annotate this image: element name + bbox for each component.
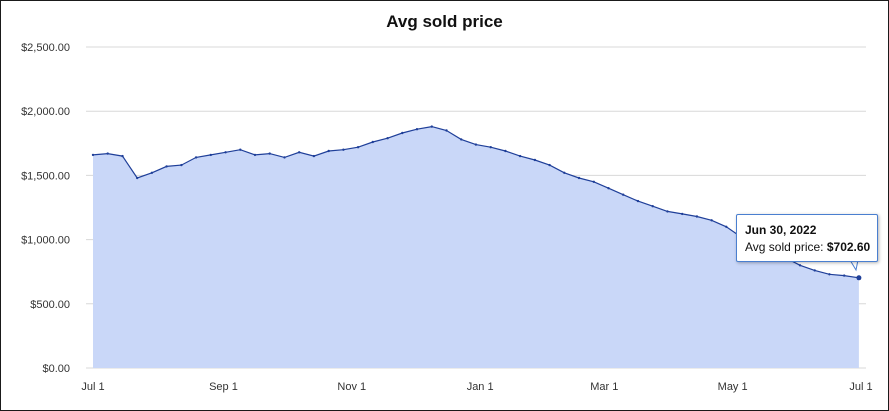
y-tick-label: $0.00 [42, 363, 70, 375]
y-tick-label: $2,500.00 [21, 42, 70, 54]
data-point [828, 273, 831, 276]
data-point [327, 149, 330, 153]
y-tick-label: $1,000.00 [21, 235, 70, 247]
data-point [371, 140, 374, 144]
data-point [415, 128, 419, 131]
data-point [239, 148, 242, 151]
chart-title: Avg sold price [386, 12, 503, 31]
data-point [636, 199, 640, 203]
data-point [150, 171, 154, 174]
data-point [548, 163, 551, 167]
data-point [489, 146, 492, 149]
data-point [710, 219, 713, 222]
data-point [356, 146, 360, 149]
data-point [401, 131, 404, 135]
x-tick-label: May 1 [718, 381, 748, 393]
data-point [283, 156, 286, 159]
data-point [725, 225, 728, 228]
data-point [224, 151, 227, 154]
data-point [253, 153, 257, 157]
data-point [106, 152, 109, 155]
data-point [651, 205, 654, 208]
y-tick-label: $500.00 [30, 299, 70, 311]
x-tick-label: Jul 1 [849, 381, 872, 393]
data-point [209, 153, 212, 157]
data-point [386, 137, 389, 140]
chart-tooltip: Jun 30, 2022 Avg sold price: $702.60 [736, 214, 878, 262]
data-point [681, 212, 684, 216]
tooltip-value-line: Avg sold price: $702.60 [745, 240, 870, 254]
data-point [460, 138, 463, 141]
data-point [180, 163, 183, 167]
tooltip-value: $702.60 [826, 240, 871, 254]
data-point [592, 180, 595, 183]
data-point [268, 152, 271, 155]
data-point [843, 274, 846, 277]
x-tick-label: Sep 1 [209, 381, 238, 393]
y-tick-label: $1,500.00 [21, 170, 70, 182]
x-tick-label: Jul 1 [81, 381, 104, 393]
data-point [622, 193, 625, 196]
tooltip-date: Jun 30, 2022 [745, 223, 817, 237]
data-point [121, 154, 124, 158]
data-point [607, 187, 610, 190]
series-area [93, 126, 859, 368]
data-point [695, 215, 699, 218]
data-point [813, 269, 816, 272]
x-tick-label: Nov 1 [337, 381, 366, 393]
data-point [666, 210, 669, 213]
y-tick-label: $2,000.00 [21, 106, 70, 118]
data-point [504, 149, 507, 153]
highlighted-point [856, 275, 862, 281]
tooltip-label: Avg sold price: [745, 240, 824, 254]
data-point [474, 143, 478, 146]
data-point [312, 154, 316, 158]
x-tick-label: Mar 1 [590, 381, 618, 393]
data-point [430, 125, 433, 128]
x-tick-label: Jan 1 [467, 381, 494, 393]
data-point [165, 165, 168, 168]
data-point [194, 156, 198, 159]
data-point [518, 154, 522, 158]
data-point [563, 171, 566, 174]
data-point [298, 151, 301, 154]
data-point [533, 158, 537, 162]
data-point [445, 129, 448, 132]
data-point [577, 176, 581, 180]
data-point [342, 148, 345, 151]
data-point [798, 264, 802, 267]
data-point [91, 153, 95, 157]
data-point [136, 176, 139, 180]
